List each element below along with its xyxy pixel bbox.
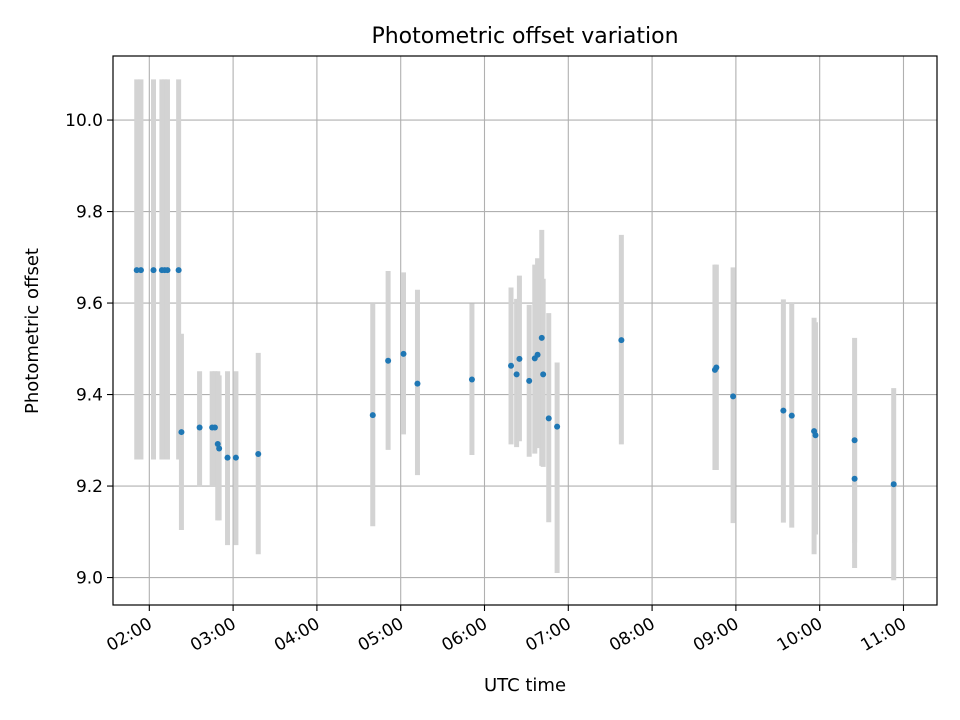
y-gridlines bbox=[113, 119, 937, 579]
data-point bbox=[545, 415, 552, 422]
data-point bbox=[468, 376, 475, 383]
data-point bbox=[526, 377, 533, 384]
data-point bbox=[178, 429, 185, 436]
x-axis-label: UTC time bbox=[484, 675, 566, 696]
data-point bbox=[137, 267, 144, 274]
data-point bbox=[175, 267, 182, 274]
y-tick-label: 9.8 bbox=[76, 203, 103, 223]
data-point bbox=[369, 412, 376, 419]
data-point bbox=[730, 393, 737, 400]
data-point bbox=[400, 350, 407, 357]
data-point bbox=[851, 475, 858, 482]
data-point bbox=[538, 334, 545, 341]
data-point bbox=[513, 371, 520, 378]
data-point bbox=[788, 412, 795, 419]
y-tick-label: 9.6 bbox=[76, 294, 103, 314]
data-point bbox=[133, 267, 140, 274]
data-point bbox=[534, 351, 541, 358]
y-tick-label: 9.0 bbox=[76, 569, 103, 589]
y-tick-label: 9.2 bbox=[76, 477, 103, 497]
data-point bbox=[216, 445, 223, 452]
data-point bbox=[224, 454, 231, 461]
data-point bbox=[540, 371, 547, 378]
data-point bbox=[150, 267, 157, 274]
data-point bbox=[196, 424, 203, 431]
plot-frame bbox=[112, 55, 938, 606]
data-points bbox=[133, 267, 897, 488]
data-point bbox=[255, 451, 262, 458]
data-point bbox=[618, 337, 625, 344]
data-point bbox=[214, 440, 221, 447]
data-point bbox=[554, 423, 561, 430]
data-point bbox=[508, 362, 515, 369]
data-point bbox=[385, 357, 392, 364]
data-point bbox=[812, 432, 819, 439]
y-tick-label: 10.0 bbox=[65, 111, 103, 131]
y-axis-ticks: 9.0 9.2 9.4 9.6 9.8 10.0 bbox=[65, 111, 113, 589]
y-tick-label: 9.4 bbox=[76, 386, 103, 406]
data-point bbox=[414, 380, 421, 387]
data-point bbox=[232, 454, 239, 461]
data-point bbox=[211, 424, 218, 431]
data-point bbox=[780, 407, 787, 414]
x-gridlines bbox=[148, 56, 905, 605]
data-point bbox=[516, 355, 523, 362]
data-point bbox=[164, 267, 171, 274]
data-point bbox=[713, 364, 720, 371]
y-axis-label: Photometric offset bbox=[22, 248, 43, 414]
data-point bbox=[851, 437, 858, 444]
data-point bbox=[890, 481, 897, 488]
chart-title: Photometric offset variation bbox=[371, 24, 678, 49]
